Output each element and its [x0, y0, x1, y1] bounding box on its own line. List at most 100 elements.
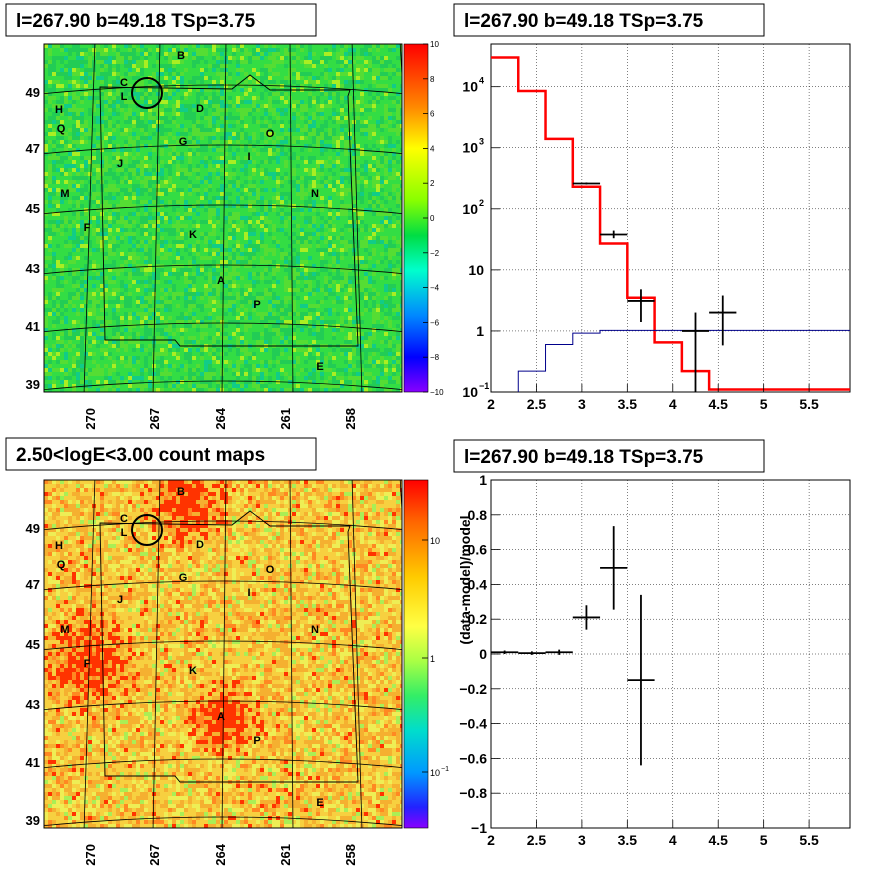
- map-cell: [264, 116, 268, 120]
- map-cell: [72, 84, 76, 88]
- map-cell: [136, 220, 140, 224]
- map-cell: [376, 240, 380, 244]
- map-cell: [332, 80, 336, 84]
- map-cell: [224, 120, 228, 124]
- map-cell: [336, 80, 340, 84]
- map-cell: [340, 156, 344, 160]
- map-cell: [252, 152, 256, 156]
- map-cell: [192, 140, 196, 144]
- map-cell: [248, 204, 252, 208]
- map-cell: [76, 260, 80, 264]
- map-cell: [52, 188, 56, 192]
- map-cell: [104, 180, 108, 184]
- map-cell: [388, 188, 392, 192]
- map-cell: [96, 224, 100, 228]
- map-cell: [268, 120, 272, 124]
- map-cell: [112, 80, 116, 84]
- map-cell: [152, 124, 156, 128]
- map-cell: [276, 128, 280, 132]
- map-cell: [364, 96, 368, 100]
- map-cell: [248, 88, 252, 92]
- map-cell: [252, 148, 256, 152]
- map-cell: [132, 220, 136, 224]
- map-cell: [364, 80, 368, 84]
- map-cell: [196, 240, 200, 244]
- map-cell: [388, 196, 392, 200]
- map-cell: [256, 260, 260, 264]
- map-cell: [324, 184, 328, 188]
- map-cell: [192, 128, 196, 132]
- map-cell: [348, 208, 352, 212]
- map-cell: [92, 132, 96, 136]
- map-cell: [284, 236, 288, 240]
- map-cell: [316, 108, 320, 112]
- map-cell: [60, 228, 64, 232]
- map-cell: [400, 260, 402, 264]
- map-cell: [64, 176, 68, 180]
- map-cell: [308, 176, 312, 180]
- map-cell: [120, 68, 124, 72]
- map-cell: [152, 156, 156, 160]
- map-cell: [196, 132, 200, 136]
- map-cell: [100, 244, 104, 248]
- map-cell: [264, 260, 268, 264]
- map-cell: [268, 116, 272, 120]
- map-cell: [396, 92, 400, 96]
- map-cell: [320, 224, 324, 228]
- map-cell: [128, 52, 132, 56]
- map-cell: [248, 216, 252, 220]
- map-cell: [328, 220, 332, 224]
- map-cell: [156, 224, 160, 228]
- map-cell: [88, 44, 92, 48]
- map-cell: [316, 124, 320, 128]
- map-cell: [96, 188, 100, 192]
- map-cell: [380, 56, 384, 60]
- map-cell: [132, 104, 136, 108]
- map-cell: [156, 240, 160, 244]
- map-cell: [136, 224, 140, 228]
- map-cell: [108, 112, 112, 116]
- map-cell: [368, 196, 372, 200]
- map-cell: [344, 108, 348, 112]
- map-cell: [228, 156, 232, 160]
- map-cell: [344, 160, 348, 164]
- map-cell: [252, 124, 256, 128]
- map-cell: [216, 236, 220, 240]
- map-cell: [240, 212, 244, 216]
- map-cell: [60, 256, 64, 260]
- map-cell: [328, 232, 332, 236]
- map-cell: [392, 200, 396, 204]
- map-cell: [228, 152, 232, 156]
- map-cell: [68, 80, 72, 84]
- map-cell: [52, 256, 56, 260]
- map-cell: [184, 164, 188, 168]
- map-cell: [124, 164, 128, 168]
- map-cell: [296, 160, 300, 164]
- map-cell: [380, 208, 384, 212]
- map-cell: [68, 84, 72, 88]
- map-cell: [296, 132, 300, 136]
- map-cell: [368, 160, 372, 164]
- map-cell: [292, 196, 296, 200]
- map-cell: [296, 204, 300, 208]
- map-cell: [280, 108, 284, 112]
- map-cell: [208, 72, 212, 76]
- map-cell: [200, 224, 204, 228]
- map-cell: [368, 88, 372, 92]
- map-cell: [228, 44, 232, 48]
- map-cell: [296, 56, 300, 60]
- map-cell: [260, 88, 264, 92]
- map-cell: [224, 212, 228, 216]
- map-cell: [264, 80, 268, 84]
- map-cell: [48, 168, 52, 172]
- map-cell: [152, 248, 156, 252]
- map-cell: [188, 264, 192, 268]
- map-cell: [360, 188, 364, 192]
- map-cell: [100, 60, 104, 64]
- map-cell: [56, 64, 60, 68]
- map-cell: [44, 80, 48, 84]
- map-cell: [316, 232, 320, 236]
- map-cell: [280, 192, 284, 196]
- map-cell: [196, 184, 200, 188]
